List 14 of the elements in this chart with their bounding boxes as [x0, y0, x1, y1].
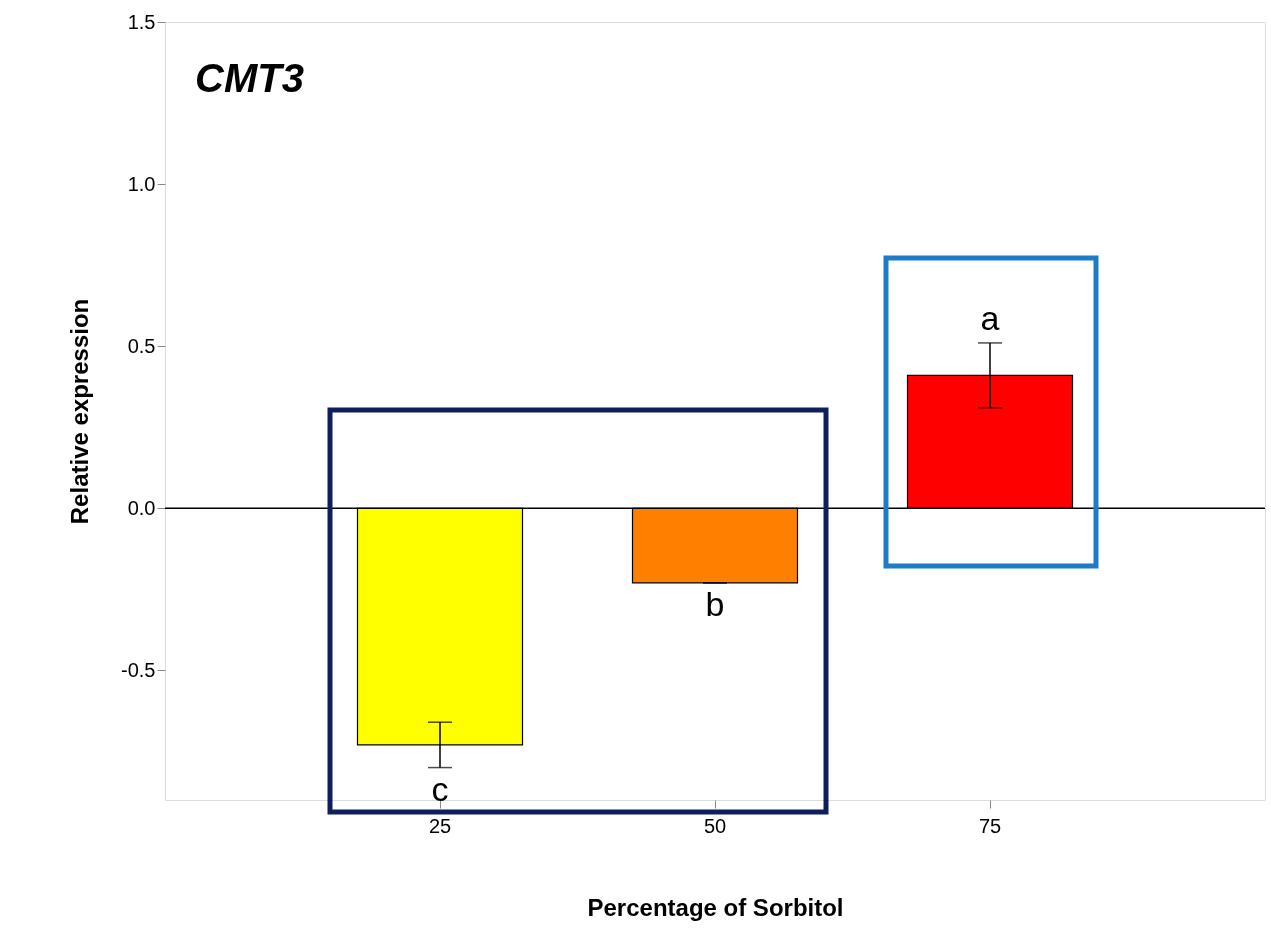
annotation: b	[705, 584, 725, 623]
x-tick-label: 50	[703, 814, 727, 837]
y-tick-label: 1.5	[127, 10, 156, 33]
y-tick-label: 0.5	[127, 334, 156, 357]
text: CMT3	[195, 56, 304, 100]
x-axis-title: Percentage of Sorbitol	[587, 893, 844, 921]
y-tick-label: 1.0	[127, 172, 156, 195]
x-tick-label: 75	[978, 814, 1002, 837]
y-tick-label: 0.0	[127, 496, 156, 519]
annotation: c	[431, 769, 449, 808]
y-tick-label: -0.5	[121, 658, 156, 681]
annotation: a	[980, 298, 1000, 337]
y-axis-title: Relative expression	[66, 298, 94, 525]
x-tick-label: 25	[428, 814, 452, 837]
